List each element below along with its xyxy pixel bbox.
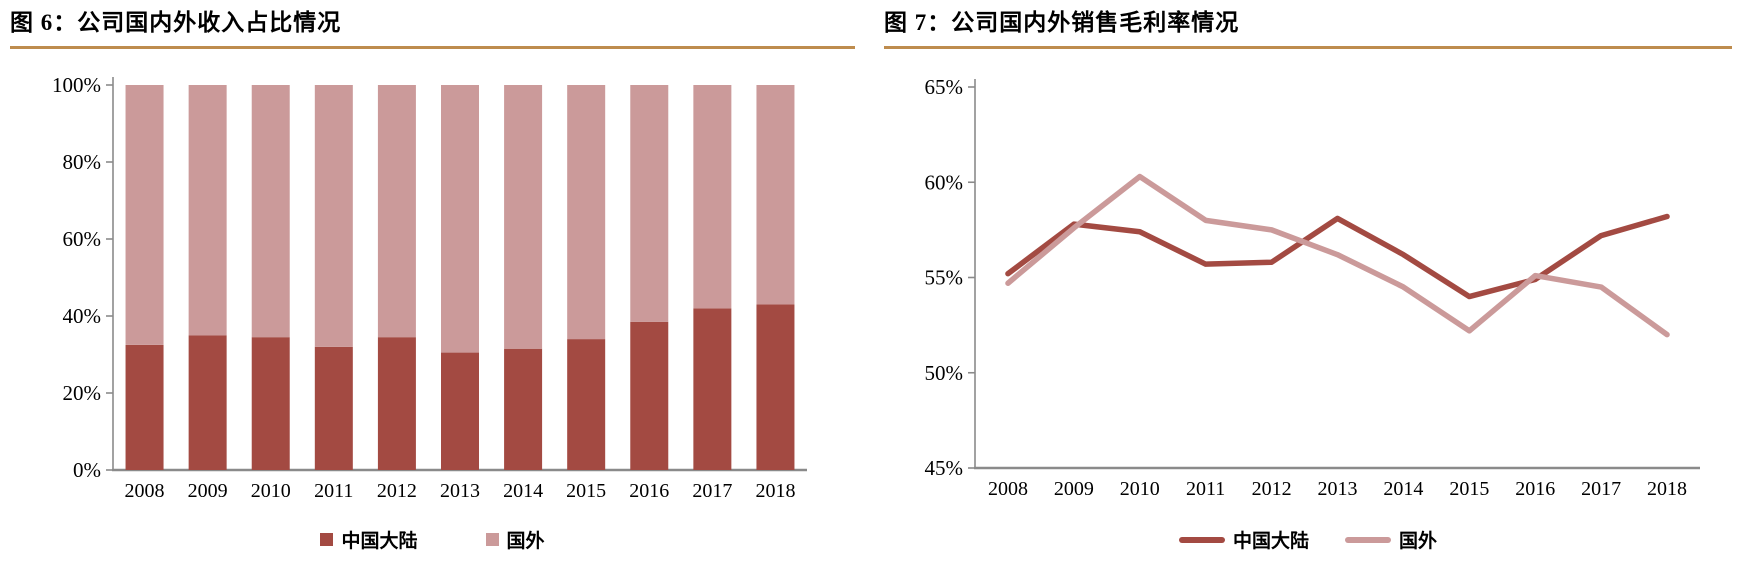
figure-7-legend: 中国大陆 国外	[884, 526, 1732, 553]
bar-segment-国外-2012	[377, 85, 416, 338]
x-axis-tick-label: 2018	[1647, 478, 1687, 500]
figure-7-title-rule	[884, 46, 1732, 49]
x-axis-tick-label: 2012	[1252, 478, 1292, 500]
figure-6-title: 图 6：公司国内外收入占比情况	[10, 10, 342, 35]
figure-7: 图 7：公司国内外销售毛利率情况 45% 50% 55% 60% 65% 2008 2009…	[884, 6, 1732, 553]
figure-6-legend: 中国大陆 国外	[10, 526, 855, 553]
bar-segment-中国大陆-2010	[251, 337, 290, 470]
bar-segment-中国大陆-2017	[693, 308, 732, 470]
bar-segment-国外-2008	[125, 85, 164, 345]
x-axis-tick-label: 2013	[440, 480, 480, 502]
x-axis-tick-label: 2011	[314, 480, 353, 502]
bar-segment-中国大陆-2018	[756, 304, 795, 470]
legend-item-国外: 国外	[1345, 526, 1437, 553]
x-axis-tick-label: 2014	[1383, 478, 1423, 500]
bar-segment-国外-2009	[188, 85, 227, 336]
y-axis-tick-label: 0%	[73, 458, 101, 482]
legend-item-国外: 国外	[485, 526, 545, 553]
y-axis-tick-label: 60%	[63, 227, 102, 251]
legend-square-swatch	[485, 533, 499, 546]
bar-segment-中国大陆-2013	[441, 352, 479, 470]
figure-6-title-rule	[10, 46, 855, 49]
x-axis-tick-label: 2008	[125, 480, 165, 502]
x-axis-tick-label: 2010	[251, 480, 291, 502]
bar-segment-国外-2015	[567, 85, 606, 340]
y-axis-tick-label: 55%	[925, 266, 964, 290]
bar-segment-中国大陆-2015	[567, 339, 606, 470]
x-axis-tick-label: 2009	[188, 480, 228, 502]
x-axis-tick-label: 2017	[692, 480, 732, 502]
figure-6-stacked-bar-chart: 0% 20% 40% 60% 80% 100% 2008 2009 2010 2011 2012 20…	[52, 73, 807, 502]
y-axis-tick-label: 20%	[63, 381, 102, 405]
bar-segment-国外-2016	[630, 85, 669, 322]
x-axis-tick-label: 2014	[503, 480, 543, 502]
bar-segment-国外-2014	[504, 85, 543, 349]
x-axis-tick-label: 2012	[377, 480, 417, 502]
bar-segment-中国大陆-2012	[377, 337, 416, 470]
legend-line-swatch	[1345, 536, 1391, 543]
bar-segment-中国大陆-2014	[504, 348, 543, 470]
x-axis-tick-label: 2015	[1449, 478, 1489, 500]
figure-6: 图 6：公司国内外收入占比情况 0% 20% 40% 60% 80% 100% 2008 20…	[10, 6, 855, 553]
bar-segment-中国大陆-2016	[630, 321, 669, 470]
bar-segment-国外-2013	[441, 85, 479, 353]
y-axis-tick-label: 60%	[925, 170, 964, 194]
x-axis-tick-label: 2018	[755, 480, 795, 502]
x-axis-tick-label: 2009	[1054, 478, 1094, 500]
x-axis-tick-label: 2010	[1120, 478, 1160, 500]
y-axis-tick-label: 50%	[925, 361, 964, 385]
x-axis-tick-label: 2016	[1515, 478, 1555, 500]
figure-7-line-chart: 45% 50% 55% 60% 65% 2008 2009 2010 2011 2012 2013 2…	[925, 75, 1700, 500]
x-axis-tick-label: 2015	[566, 480, 606, 502]
legend-label: 国外	[1399, 531, 1438, 552]
y-axis-tick-label: 80%	[63, 150, 102, 174]
y-axis-tick-label: 100%	[52, 73, 101, 97]
series-line-中国大陆	[1005, 213, 1670, 300]
bar-segment-国外-2018	[756, 85, 795, 305]
legend-square-swatch	[320, 533, 334, 546]
legend-label: 国外	[506, 531, 545, 552]
y-axis-tick-label: 40%	[63, 304, 102, 328]
x-axis-tick-label: 2016	[629, 480, 669, 502]
bar-segment-中国大陆-2008	[125, 344, 164, 470]
legend-label: 中国大陆	[1232, 531, 1309, 552]
figure-7-title: 图 7：公司国内外销售毛利率情况	[884, 10, 1240, 35]
bar-segment-中国大陆-2011	[314, 346, 353, 470]
y-axis-tick-label: 45%	[925, 456, 964, 480]
x-axis-tick-label: 2011	[1186, 478, 1225, 500]
legend-label: 中国大陆	[341, 531, 418, 552]
bar-segment-中国大陆-2009	[188, 335, 227, 470]
legend-line-swatch	[1178, 536, 1225, 543]
bar-segment-国外-2010	[251, 85, 290, 338]
x-axis-tick-label: 2013	[1318, 478, 1358, 500]
bar-segment-国外-2011	[314, 85, 353, 347]
legend-item-中国大陆: 中国大陆	[1178, 526, 1309, 553]
series-line-国外	[1005, 173, 1670, 338]
x-axis-tick-label: 2008	[988, 478, 1028, 500]
x-axis-tick-label: 2017	[1581, 478, 1621, 500]
bar-segment-国外-2017	[693, 85, 732, 309]
legend-item-中国大陆: 中国大陆	[320, 526, 418, 553]
y-axis-tick-label: 65%	[925, 75, 964, 99]
